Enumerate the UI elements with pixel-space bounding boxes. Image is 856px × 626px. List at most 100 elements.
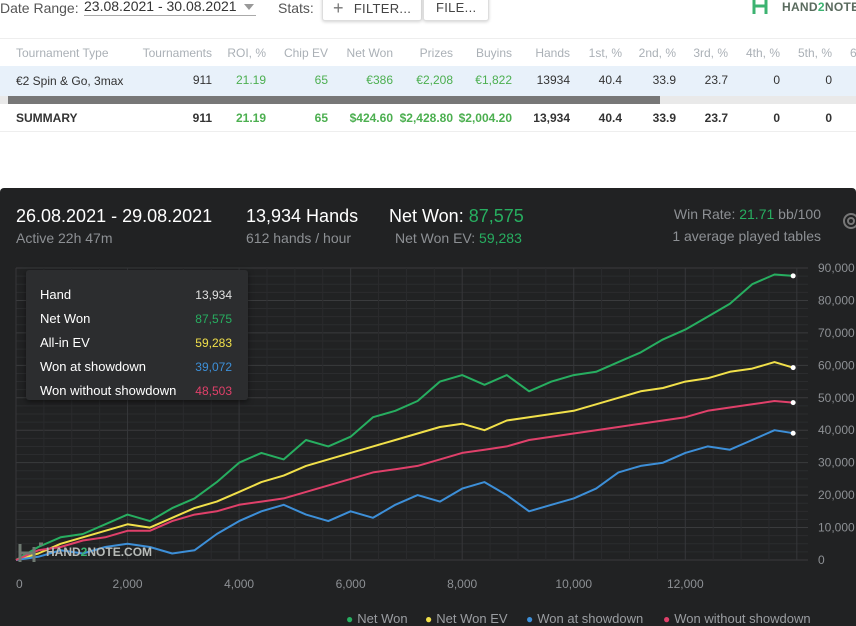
col-header[interactable]: Net Won xyxy=(346,46,393,60)
series-end-point xyxy=(790,365,796,371)
cell: 40.4 xyxy=(598,111,622,125)
col-header[interactable]: 3rd, % xyxy=(693,46,728,60)
tooltip-label: Won at showdown xyxy=(40,359,146,374)
toolbar: Date Range: 23.08.2021 - 30.08.2021 Stat… xyxy=(0,0,856,24)
y-tick-label: 0 xyxy=(818,553,825,567)
stats-table: Tournament Type Tournaments ROI, % Chip … xyxy=(0,38,856,132)
logo-text-c: NOTE.4 xyxy=(824,0,856,14)
cell: €2,208 xyxy=(416,73,453,87)
hover-tooltip: Hand 13,934 Net Won 87,575 All-in EV 59,… xyxy=(26,270,248,400)
cell-type: €2 Spin & Go, 3max xyxy=(16,74,124,88)
bankroll-chart[interactable]: 0 10,000 20,000 30,000 40,000 50,000 60,000 70,… xyxy=(0,188,856,626)
col-header[interactable]: ROI, % xyxy=(227,46,266,60)
legend-label: Net Won xyxy=(357,611,408,626)
legend-dot-icon: ● xyxy=(346,612,354,626)
series-end-point xyxy=(790,273,796,279)
stats-label: Stats: xyxy=(278,0,314,16)
watermark-c: NOTE.COM xyxy=(87,545,153,559)
tooltip-value: 87,575 xyxy=(195,312,232,326)
col-header[interactable]: Buyins xyxy=(475,46,512,60)
graph-panel: 26.08.2021 - 29.08.2021 Active 22h 47m 1… xyxy=(0,188,856,626)
hands-per-hour: 612 hands / hour xyxy=(246,230,352,246)
cell: 21.19 xyxy=(235,73,266,87)
legend-label: Won without showdown xyxy=(674,611,811,626)
table-header-row: Tournament Type Tournaments ROI, % Chip … xyxy=(0,38,856,66)
col-header[interactable]: 6 xyxy=(850,46,856,60)
cell: 33.9 xyxy=(652,111,676,125)
net-won-value: 87,575 xyxy=(468,206,524,226)
x-axis-labels: 0 2,000 4,000 6,000 8,000 10,000 12,000 xyxy=(16,577,704,591)
legend-won-without-showdown[interactable]: ● Won without showdown xyxy=(663,611,811,626)
col-header[interactable]: Tournament Type xyxy=(16,46,109,60)
y-tick-label: 70,000 xyxy=(818,326,855,340)
x-tick-label: 10,000 xyxy=(555,577,592,591)
col-header[interactable]: Prizes xyxy=(419,46,453,60)
legend-label: Net Won EV xyxy=(436,611,508,626)
col-header[interactable]: 2nd, % xyxy=(638,46,676,60)
legend-won-at-showdown[interactable]: ● Won at showdown xyxy=(526,611,643,626)
table-row[interactable]: €2 Spin & Go, 3max 911 21.19 65 €386 €2,… xyxy=(0,66,856,96)
x-tick-label: 12,000 xyxy=(667,577,704,591)
legend-net-won[interactable]: ● Net Won xyxy=(346,611,408,626)
tooltip-value: 59,283 xyxy=(195,336,232,350)
legend-net-won-ev[interactable]: ● Net Won EV xyxy=(425,611,508,626)
tooltip-label: All-in EV xyxy=(40,335,90,350)
y-tick-label: 90,000 xyxy=(818,261,855,275)
cell: 40.4 xyxy=(598,73,622,87)
y-tick-label: 60,000 xyxy=(818,358,855,372)
legend-dot-icon: ● xyxy=(526,612,534,626)
y-tick-label: 50,000 xyxy=(818,391,855,405)
tooltip-value: 39,072 xyxy=(195,360,232,374)
plus-icon: + xyxy=(333,0,344,18)
series-line xyxy=(15,273,794,561)
hands-count: 13,934 Hands xyxy=(246,206,359,226)
avg-tables: 1 average played tables xyxy=(672,228,821,244)
cell-summary-label: SUMMARY xyxy=(16,111,78,125)
tooltip-label: Hand xyxy=(40,287,72,302)
col-header[interactable]: Hands xyxy=(535,46,570,60)
scrollbar-thumb[interactable] xyxy=(8,96,660,104)
win-rate-unit: bb/100 xyxy=(778,206,821,222)
col-header[interactable]: 1st, % xyxy=(588,46,622,60)
gear-icon[interactable] xyxy=(840,210,856,232)
cell: 0 xyxy=(773,111,780,125)
file-button[interactable]: FILE... xyxy=(423,0,490,21)
net-won-ev-label: Net Won EV: xyxy=(395,230,476,246)
watermark-logo-icon xyxy=(18,542,43,562)
cell: €386 xyxy=(366,73,393,87)
col-header[interactable]: 5th, % xyxy=(797,46,832,60)
series-end-point xyxy=(790,400,796,406)
logo-text-a: HAND xyxy=(782,0,818,14)
x-tick-label: 8,000 xyxy=(447,577,477,591)
cell: 13,934 xyxy=(533,111,570,125)
col-header[interactable]: Tournaments xyxy=(142,46,212,60)
y-tick-label: 10,000 xyxy=(818,521,855,535)
col-header[interactable]: Chip EV xyxy=(283,46,328,60)
series-line xyxy=(15,361,794,561)
legend-dot-icon: ● xyxy=(663,612,671,626)
series-line xyxy=(15,400,794,561)
chart-grid xyxy=(15,267,808,561)
cell: $2,004.20 xyxy=(458,111,512,125)
x-tick-label: 4,000 xyxy=(224,577,254,591)
cell: 33.9 xyxy=(652,73,676,87)
y-tick-label: 40,000 xyxy=(818,423,855,437)
cell: 911 xyxy=(192,111,212,125)
tooltip-label: Won without showdown xyxy=(40,383,177,398)
filter-button[interactable]: + FILTER... xyxy=(322,0,423,21)
win-rate-label: Win Rate: xyxy=(673,206,736,222)
x-tick-label: 2,000 xyxy=(113,577,143,591)
cell: 23.7 xyxy=(704,73,728,87)
col-header[interactable]: 4th, % xyxy=(745,46,780,60)
cell: $424.60 xyxy=(349,111,393,125)
cell: 65 xyxy=(314,73,328,87)
summary-row: SUMMARY 911 21.19 65 $424.60 $2,428.80 $… xyxy=(0,104,856,132)
logo-icon xyxy=(752,0,768,14)
logo-text-b: 2 xyxy=(817,0,825,14)
legend-label: Won at showdown xyxy=(537,611,644,626)
cell: $2,428.80 xyxy=(399,111,453,125)
date-range-select[interactable]: 23.08.2021 - 30.08.2021 xyxy=(84,0,256,16)
x-tick-label: 6,000 xyxy=(336,577,366,591)
cell: 13934 xyxy=(536,73,570,87)
watermark-logo: HAND2NOTE.COM xyxy=(16,540,152,564)
